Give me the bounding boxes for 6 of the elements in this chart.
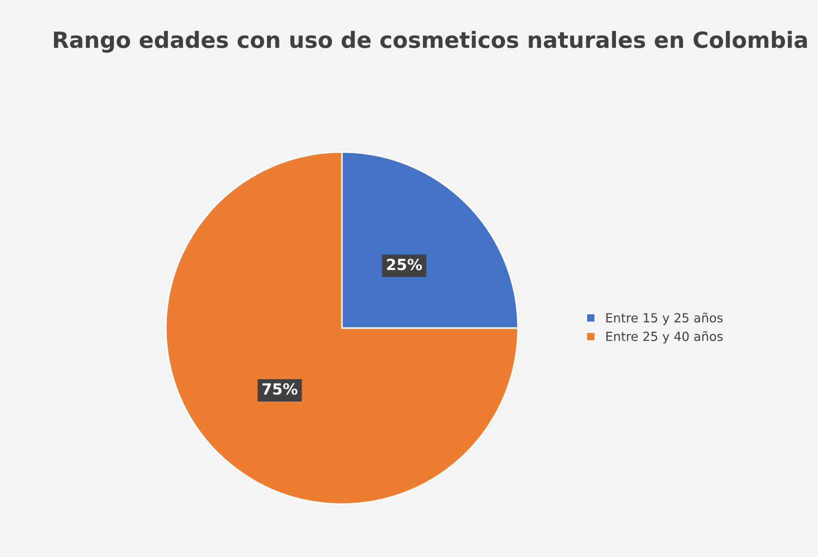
- legend-label: Entre 15 y 25 años: [606, 312, 723, 325]
- pie-slice: [165, 151, 519, 505]
- legend-label: Entre 25 y 40 años: [606, 331, 723, 344]
- data-label: 75%: [262, 383, 298, 395]
- chart-title: Rango edades con uso de cosmeticos naturales en Colombia: [54, 30, 807, 53]
- data-label: 25%: [387, 258, 422, 270]
